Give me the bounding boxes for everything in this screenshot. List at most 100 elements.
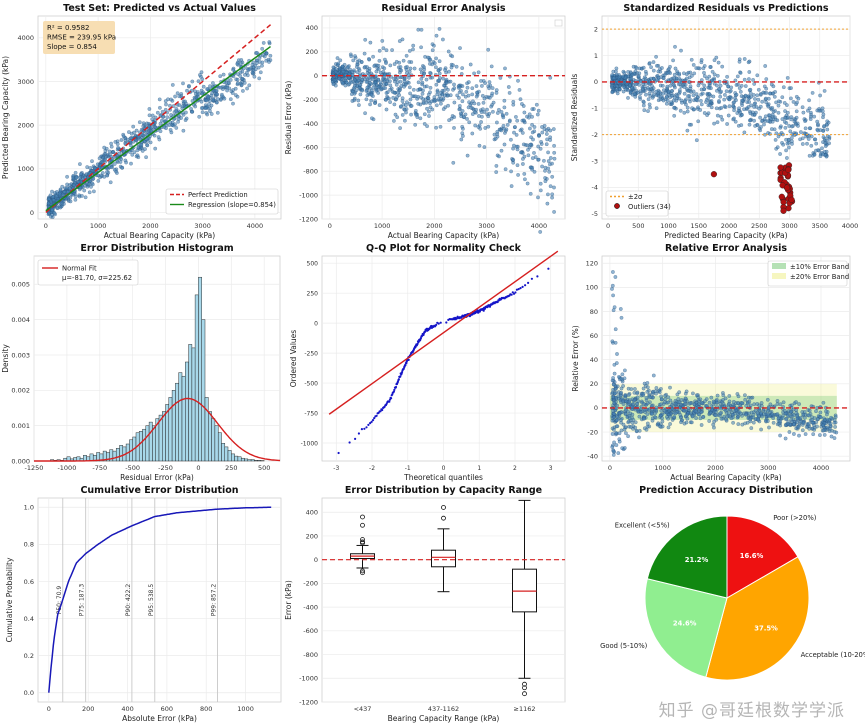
p2-point	[400, 113, 405, 117]
p3-point	[770, 112, 775, 117]
p1-point	[160, 109, 165, 114]
p3-point	[661, 88, 666, 93]
p3-point	[621, 69, 626, 74]
p6-point	[693, 409, 698, 414]
p2-point	[409, 112, 413, 117]
p1-stat-line: Slope = 0.854	[47, 43, 97, 51]
p3-point	[778, 152, 782, 156]
p3-point	[649, 65, 653, 70]
p6-point	[801, 421, 806, 426]
p2-point	[490, 86, 495, 91]
p2-point	[495, 129, 500, 134]
p6-point	[653, 411, 657, 416]
p2-point	[515, 163, 520, 168]
p1-point	[109, 165, 114, 170]
p9-slice-label: Poor (>20%)	[773, 514, 817, 522]
p3-point	[820, 146, 824, 151]
p5-point	[437, 322, 440, 325]
p3-point	[789, 136, 794, 140]
p6-point	[818, 433, 822, 437]
p1-xtick-label: 2000	[142, 222, 159, 230]
p6-point	[721, 398, 725, 402]
p2-point	[413, 94, 418, 99]
p7-percentile-label: P95: 538.5	[148, 584, 155, 617]
p1-point	[126, 130, 131, 135]
p6-point	[795, 420, 799, 424]
p5-point	[360, 428, 363, 431]
p3-xtick-label: 2000	[721, 222, 738, 230]
p6-point	[707, 419, 712, 423]
p1-point	[111, 149, 116, 154]
p2-point	[466, 93, 471, 98]
p7-title: Cumulative Error Distribution	[80, 485, 238, 496]
p2-point	[411, 87, 416, 92]
p3-point	[757, 126, 762, 131]
p2-point	[480, 107, 485, 112]
p3-point	[648, 81, 652, 86]
p3-point	[682, 110, 687, 115]
p6-point	[666, 425, 671, 430]
p1-point	[197, 73, 202, 77]
p3-point	[815, 119, 820, 124]
p3-point	[766, 96, 771, 101]
p1-point	[57, 191, 62, 196]
p2-ytick-label: -800	[303, 168, 318, 176]
p8-ytick-label: 200	[306, 532, 318, 540]
p6-point	[645, 385, 650, 390]
p2-point	[544, 128, 549, 133]
p2-point	[419, 27, 424, 32]
p1-point	[49, 199, 53, 204]
p3-point	[723, 93, 727, 97]
p2-point	[547, 169, 552, 174]
p2-point	[552, 143, 556, 148]
p2-ytick-label: 200	[306, 48, 318, 56]
p6-point	[611, 270, 615, 274]
p3-legend-label: ±2σ	[628, 193, 643, 201]
p6-ylabel: Relative Error (%)	[571, 325, 580, 391]
p3-point	[708, 100, 713, 105]
p3-point	[795, 100, 799, 105]
p6-point	[611, 382, 616, 387]
p2-point	[427, 61, 432, 66]
p2-point	[402, 107, 407, 112]
p2-point	[421, 97, 425, 102]
p6-xlabel: Actual Bearing Capacity (kPa)	[670, 473, 782, 482]
p2-point	[551, 127, 556, 132]
p2-point	[435, 92, 440, 97]
p6-point	[705, 403, 709, 408]
p6-point	[792, 432, 796, 436]
p7-ytick-label: 1.0	[24, 504, 34, 512]
p3-point	[667, 67, 671, 72]
p1-point	[233, 86, 238, 91]
p6-point	[623, 368, 627, 373]
p5-point	[354, 437, 357, 440]
p3-point	[668, 83, 673, 88]
p6-point	[644, 427, 649, 432]
p2-point	[401, 58, 406, 63]
p3-point	[818, 93, 822, 98]
p3-point	[747, 100, 751, 104]
p6-point	[714, 417, 719, 422]
p2-point	[434, 82, 439, 87]
p6-legend-label: ±10% Error Band	[790, 263, 849, 271]
p3-point	[665, 71, 670, 75]
p6-point	[723, 408, 728, 413]
p3-point	[803, 126, 808, 131]
p1-point	[52, 211, 57, 216]
p3-point	[666, 89, 671, 94]
p3-point	[779, 130, 784, 135]
p2-point	[520, 130, 525, 135]
p2-point	[450, 114, 455, 118]
p1-regression-line	[45, 45, 271, 212]
p3-point	[689, 57, 694, 62]
p2-point	[382, 82, 386, 87]
p6-point	[738, 411, 743, 416]
p1-point	[80, 193, 84, 198]
p2-point	[356, 98, 361, 103]
p2-point	[421, 88, 425, 93]
p3-point	[787, 124, 792, 128]
p3-point	[650, 95, 655, 100]
p4-bin	[185, 361, 189, 462]
p2-point	[494, 88, 499, 93]
p1-ytick-label: 2000	[17, 121, 34, 129]
